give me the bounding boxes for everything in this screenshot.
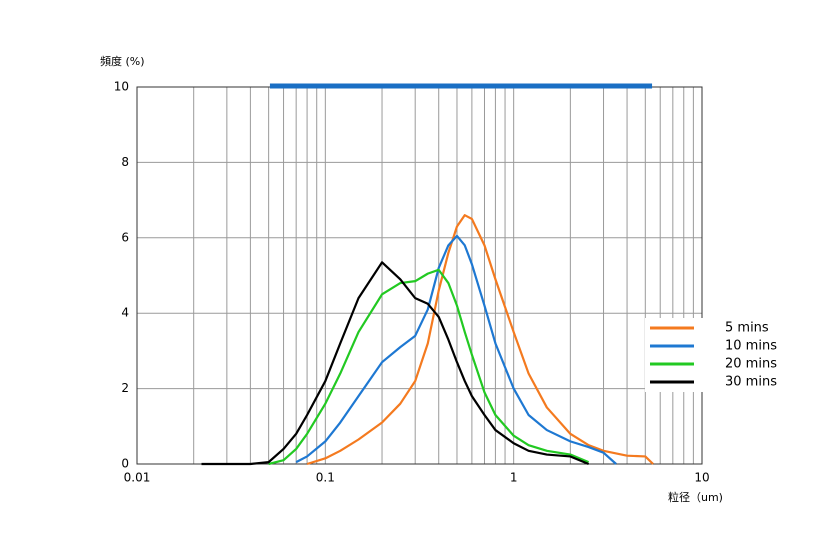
y-tick-label: 8 [121,155,129,169]
x-tick-label: 0.1 [316,471,335,485]
legend-label: 20 mins [725,357,777,372]
legend-label: 10 mins [725,339,777,354]
legend: 5 mins 10 mins 20 mins 30 mins [645,318,778,392]
series-line [306,214,654,466]
y-axis-label: 頻度 (%) [100,54,145,68]
y-tick-label: 10 [114,80,129,94]
x-tick-label: 10 [694,471,709,485]
x-tick-label: 1 [510,471,518,485]
y-tick-label: 2 [121,381,129,395]
x-axis-label: 粒径（um) [668,490,723,504]
series-line [268,268,590,466]
legend-label: 30 mins [725,375,777,390]
legend-box [645,318,778,392]
plot-border [136,86,703,465]
series-line [201,261,590,466]
x-tick-label: 0.01 [124,471,151,485]
grid: 0.01 0.1 1 10 0 2 4 6 8 10 [114,80,710,485]
series-line [295,234,617,465]
y-tick-label: 0 [121,457,129,471]
y-tick-label: 6 [121,230,129,244]
lines [201,214,654,466]
legend-label: 5 mins [725,321,769,336]
y-tick-label: 4 [121,306,129,320]
